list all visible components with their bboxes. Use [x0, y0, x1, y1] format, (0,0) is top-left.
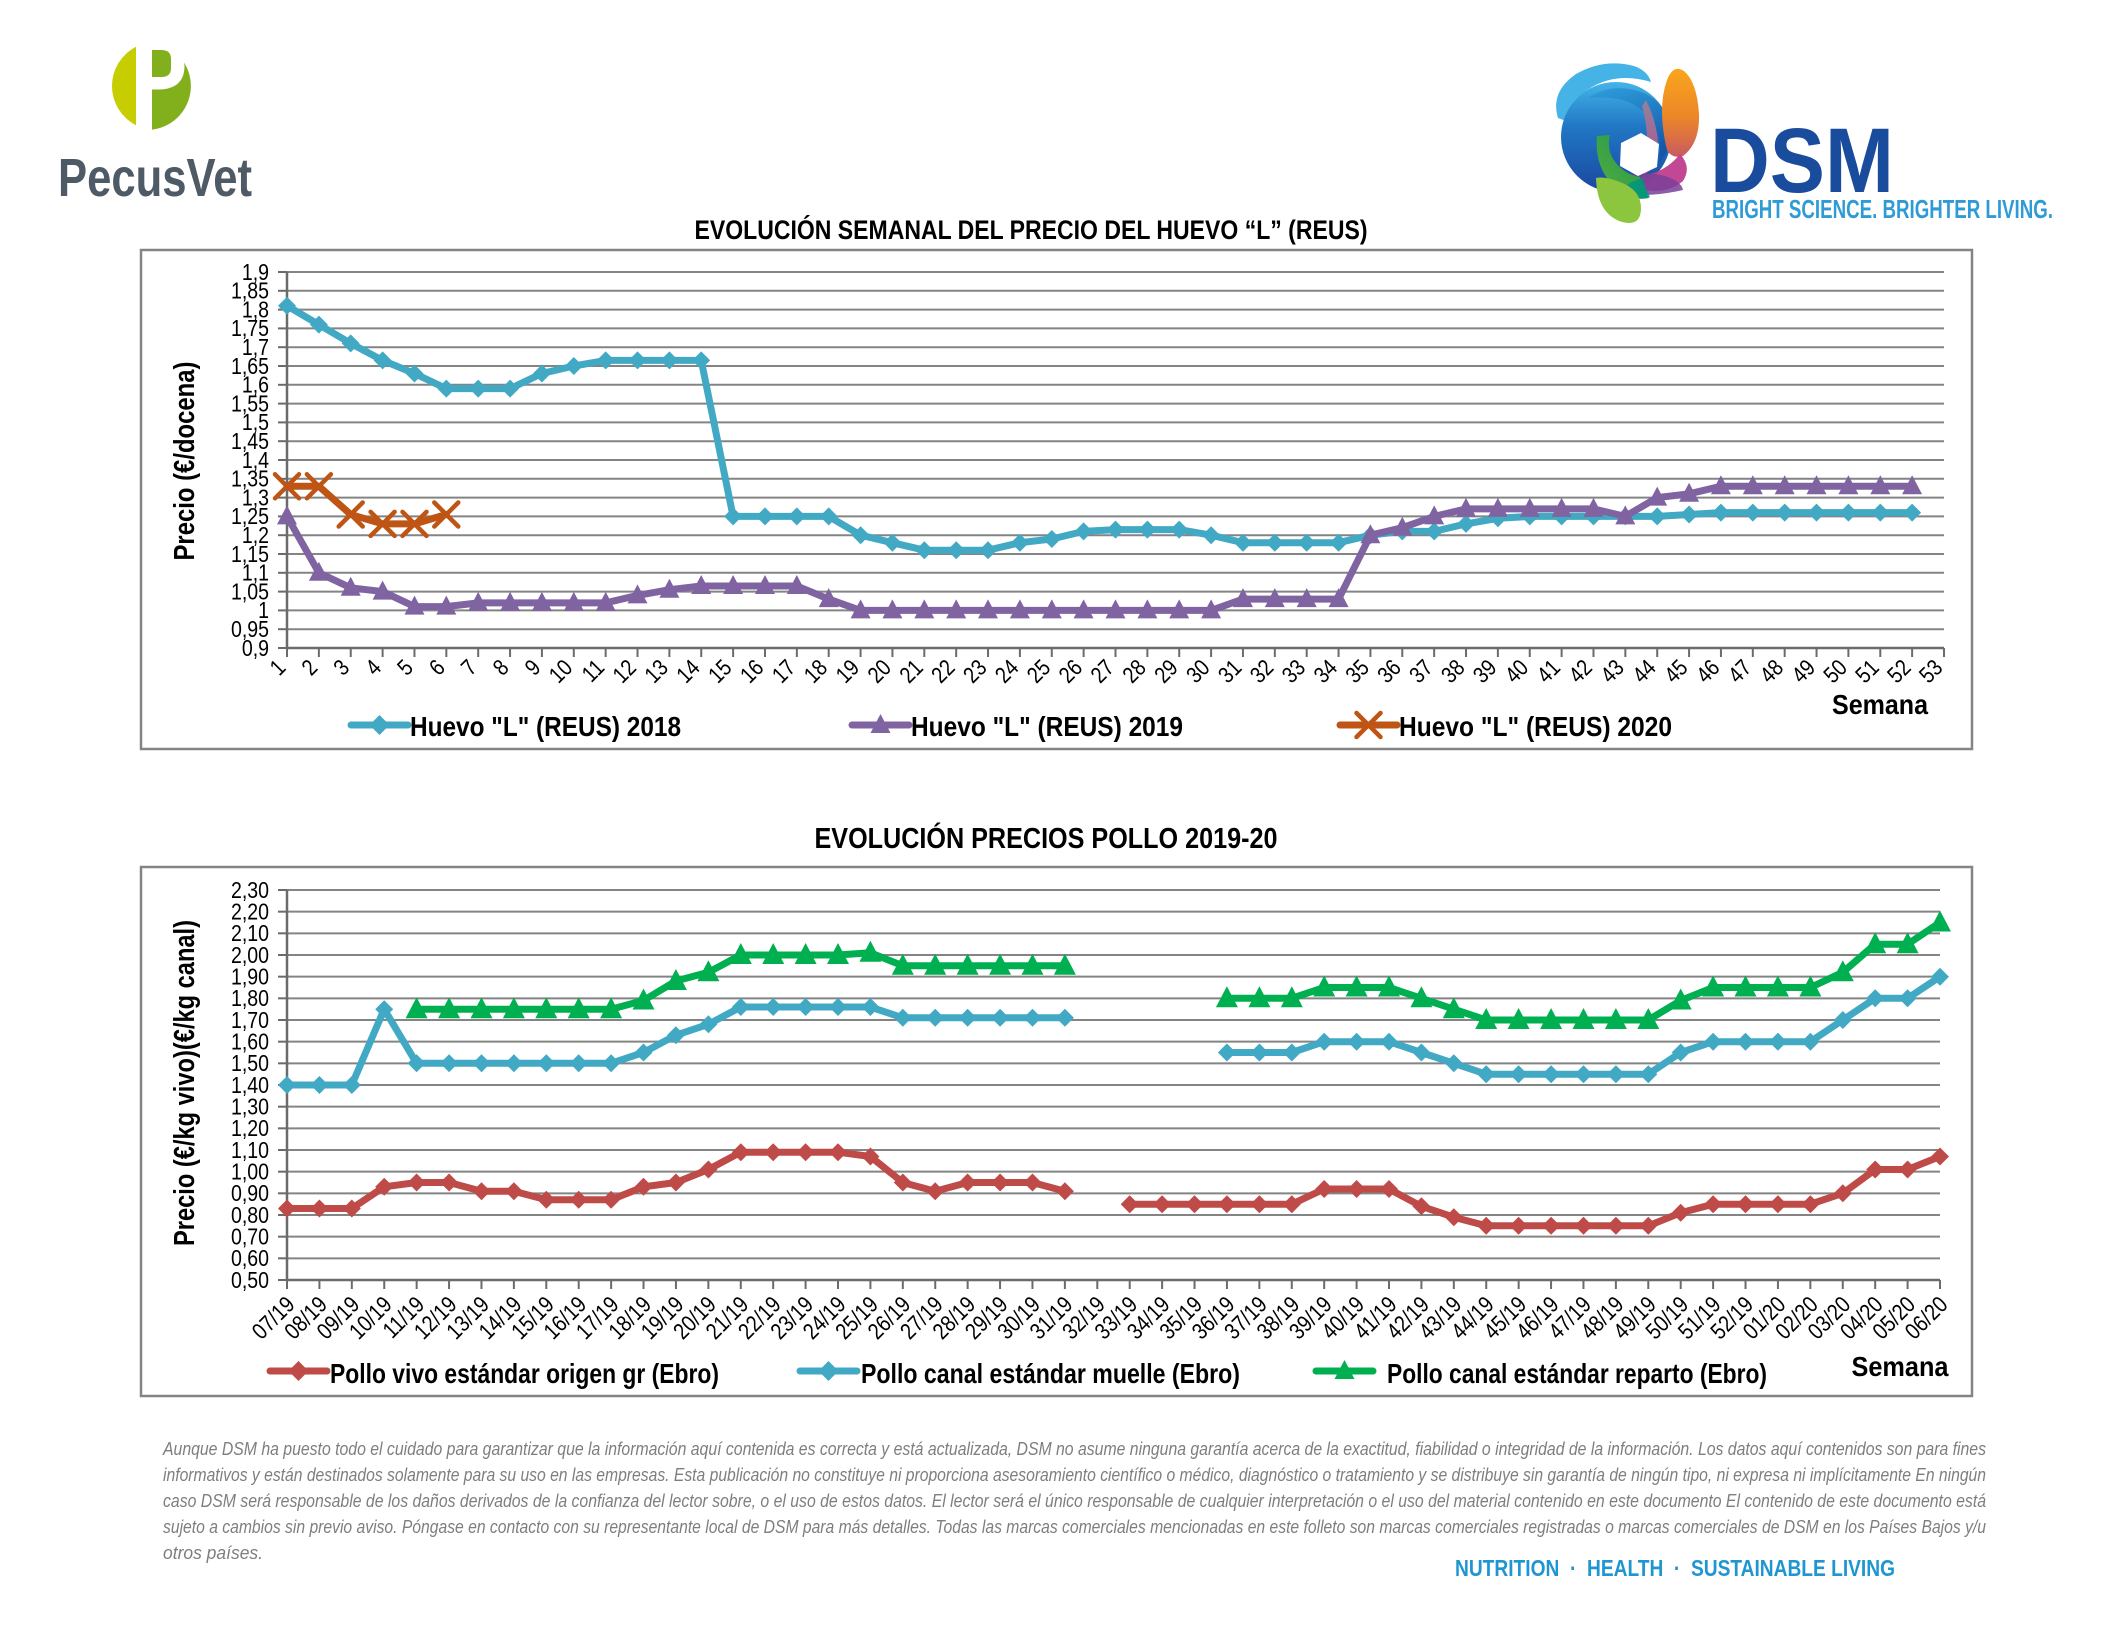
svg-text:1,9: 1,9 — [242, 259, 269, 285]
svg-text:BRIGHT SCIENCE. BRIGHTER LIVIN: BRIGHT SCIENCE. BRIGHTER LIVING. — [1712, 194, 2053, 224]
svg-text:Pollo vivo estándar origen gr: Pollo vivo estándar origen gr (Ebro) — [330, 1358, 719, 1389]
svg-text:Semana: Semana — [1852, 1351, 1949, 1382]
svg-text:1,40: 1,40 — [231, 1072, 269, 1098]
svg-text:1,5: 1,5 — [242, 410, 269, 436]
svg-text:Semana: Semana — [1832, 689, 1928, 720]
svg-text:1: 1 — [258, 598, 269, 624]
svg-text:Precio (€/kg vivo)(€/kg canal): Precio (€/kg vivo)(€/kg canal) — [169, 920, 201, 1246]
svg-text:1,85: 1,85 — [231, 278, 269, 304]
svg-text:2,10: 2,10 — [231, 921, 269, 947]
svg-text:0,60: 0,60 — [231, 1246, 269, 1272]
svg-text:1,1: 1,1 — [242, 560, 269, 586]
svg-text:2,30: 2,30 — [231, 877, 269, 903]
svg-text:1,3: 1,3 — [242, 485, 269, 511]
svg-text:DSM: DSM — [1710, 110, 1894, 212]
svg-text:EVOLUCIÓN SEMANAL DEL PRECIO D: EVOLUCIÓN SEMANAL DEL PRECIO DEL HUEVO “… — [695, 214, 1368, 245]
svg-text:1,10: 1,10 — [231, 1137, 269, 1163]
svg-text:Pollo canal estándar reparto (: Pollo canal estándar reparto (Ebro) — [1387, 1358, 1767, 1389]
svg-text:1,7: 1,7 — [242, 335, 269, 361]
svg-text:sujeto a cambios sin previo av: sujeto a cambios sin previo aviso. Pónga… — [163, 1516, 1986, 1537]
svg-text:2,20: 2,20 — [231, 899, 269, 925]
svg-text:1,15: 1,15 — [231, 541, 269, 567]
svg-text:1,45: 1,45 — [231, 429, 269, 455]
svg-text:1,00: 1,00 — [231, 1159, 269, 1185]
svg-text:1,20: 1,20 — [231, 1116, 269, 1142]
svg-text:0,9: 0,9 — [242, 635, 269, 661]
svg-text:Pollo canal estándar muelle (E: Pollo canal estándar muelle (Ebro) — [861, 1358, 1240, 1389]
svg-text:1,30: 1,30 — [231, 1094, 269, 1120]
svg-text:0,90: 0,90 — [231, 1181, 269, 1207]
svg-text:1,05: 1,05 — [231, 579, 269, 605]
svg-text:1,35: 1,35 — [231, 466, 269, 492]
svg-text:1,75: 1,75 — [231, 316, 269, 342]
svg-text:1,4: 1,4 — [242, 447, 269, 473]
svg-text:1,60: 1,60 — [231, 1029, 269, 1055]
svg-text:1,25: 1,25 — [231, 504, 269, 530]
svg-text:0,95: 0,95 — [231, 617, 269, 643]
svg-text:EVOLUCIÓN PRECIOS POLLO 2019-2: EVOLUCIÓN PRECIOS POLLO 2019-20 — [815, 821, 1278, 855]
svg-text:otros países.: otros países. — [163, 1542, 263, 1563]
svg-text:1,55: 1,55 — [231, 391, 269, 417]
svg-text:informativos y están destinado: informativos y están destinados solament… — [163, 1464, 1986, 1485]
svg-text:Precio (€/docena): Precio (€/docena) — [169, 362, 201, 561]
svg-text:PecusVet: PecusVet — [58, 148, 252, 208]
svg-text:1,80: 1,80 — [231, 986, 269, 1012]
svg-text:1,6: 1,6 — [242, 372, 269, 398]
svg-text:1,8: 1,8 — [242, 297, 269, 323]
svg-text:NUTRITION · HEALTH · SUSTA: NUTRITION · HEALTH · SUSTAINABLE LIVING — [1455, 1555, 1895, 1581]
svg-text:Huevo "L" (REUS) 2019: Huevo "L" (REUS) 2019 — [911, 711, 1183, 742]
svg-text:1,50: 1,50 — [231, 1051, 269, 1077]
svg-text:Huevo "L" (REUS) 2020: Huevo "L" (REUS) 2020 — [1399, 711, 1672, 742]
svg-text:2,00: 2,00 — [231, 942, 269, 968]
svg-text:0,70: 0,70 — [231, 1224, 269, 1250]
svg-text:1,65: 1,65 — [231, 353, 269, 379]
svg-text:1,70: 1,70 — [231, 1007, 269, 1033]
svg-text:0,50: 0,50 — [231, 1267, 269, 1293]
svg-text:0,80: 0,80 — [231, 1202, 269, 1228]
svg-text:Aunque DSM ha puesto todo el c: Aunque DSM ha puesto todo el cuidado par… — [162, 1438, 1986, 1459]
svg-text:caso DSM será responsable de l: caso DSM será responsable de los daños d… — [163, 1490, 1986, 1511]
svg-text:1,90: 1,90 — [231, 964, 269, 990]
svg-text:1,2: 1,2 — [242, 523, 269, 549]
svg-text:Huevo "L" (REUS) 2018: Huevo "L" (REUS) 2018 — [410, 711, 681, 742]
